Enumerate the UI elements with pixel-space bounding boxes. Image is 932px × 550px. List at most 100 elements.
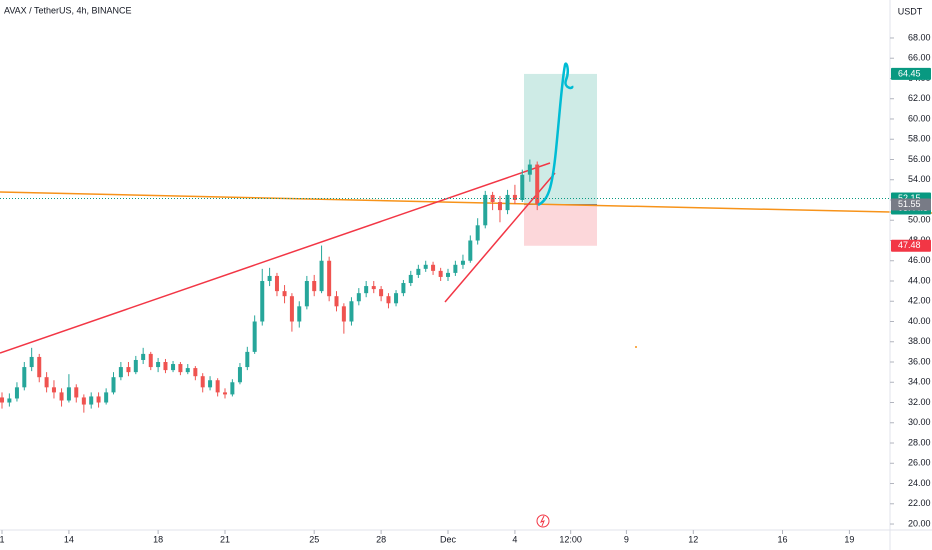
candle-body [379, 289, 384, 297]
hand-drawn-arrow[interactable] [537, 62, 574, 207]
entry-price-label: 51.55 [898, 199, 921, 209]
candle-body [282, 291, 287, 297]
candle-body [74, 387, 79, 398]
candle-body [512, 194, 517, 200]
event-icon-bolt [540, 515, 545, 527]
candle-body [274, 275, 279, 292]
candle-body [289, 296, 294, 322]
candle-body [431, 264, 436, 271]
candle-body [483, 194, 488, 226]
candle-body [341, 306, 346, 322]
candle-body [163, 362, 168, 371]
candle-body [401, 283, 406, 294]
candle-body [297, 306, 302, 322]
candle-body [29, 356, 34, 368]
x-tick-label: 14 [64, 534, 74, 544]
y-tick-label: 46.00 [908, 255, 931, 265]
candle-body [364, 286, 369, 294]
y-tick-label: 42.00 [908, 296, 931, 306]
y-tick-label: 68.00 [908, 32, 931, 42]
x-tick-label: Dec [440, 534, 457, 544]
candle-body [386, 296, 391, 304]
axes: 20.00 22.00 24.00 26.00 28.00 30.00 32.00 34.00… [0, 32, 932, 544]
candle-body [7, 398, 12, 403]
candle-body [126, 367, 131, 373]
candle-body [438, 270, 443, 277]
candle-body [208, 380, 213, 388]
candle-body [527, 164, 532, 175]
candle-body [200, 376, 205, 388]
y-tick-label: 30.00 [908, 417, 931, 427]
y-tick-label: 54.00 [908, 174, 931, 184]
candle-body [111, 377, 116, 393]
upper-wedge-line[interactable] [0, 162, 551, 354]
entry-price-label-bg [891, 198, 931, 211]
x-tick-label: 12:00 [559, 534, 582, 544]
candle-body [245, 351, 250, 368]
y-tick-label: 24.00 [908, 478, 931, 488]
x-tick-label: 1 [0, 534, 5, 544]
candle-body [44, 377, 49, 388]
candle-body [215, 380, 220, 393]
candle-body [237, 367, 242, 383]
candle-body [468, 240, 473, 261]
y-tick-label: 20.00 [908, 518, 931, 528]
y-tick-label: 34.00 [908, 377, 931, 387]
candle-body [327, 260, 332, 297]
candle-body [193, 368, 198, 377]
candle-body [51, 387, 56, 393]
y-tick-label: 58.00 [908, 134, 931, 144]
chart-title: AVAX / TetherUS, 4h, BINANCE [4, 5, 132, 15]
last-price-label: 52.15 [898, 193, 921, 203]
x-tick-label: 9 [624, 534, 629, 544]
candle-body [171, 364, 176, 371]
y-tick-label: 22.00 [908, 498, 931, 508]
candle-body [252, 321, 257, 352]
candle-body [223, 392, 228, 395]
candle-body [267, 275, 272, 281]
y-tick-label: 32.00 [908, 397, 931, 407]
candle-body [349, 301, 354, 322]
candle-body [96, 396, 101, 403]
y-tick-label: 66.00 [908, 53, 931, 63]
candle-body [81, 397, 86, 405]
candle-body [178, 364, 183, 373]
y-tick-label: 44.00 [908, 275, 931, 285]
stop-price-label-bg [891, 239, 931, 252]
candle-body [334, 296, 339, 307]
x-tick-label: 18 [153, 534, 163, 544]
candle-body [535, 164, 540, 205]
candle-body [118, 367, 123, 378]
candle-body [520, 174, 525, 200]
horizontal-trend-line[interactable] [0, 191, 932, 214]
candle-body [371, 286, 376, 290]
candle-body [505, 194, 510, 211]
x-tick-label: 19 [844, 534, 854, 544]
candle-body [22, 367, 27, 388]
marker-dot [635, 346, 637, 348]
candle-body [497, 202, 502, 211]
x-tick-label: 28 [376, 534, 386, 544]
y-tick-label: 62.00 [908, 93, 931, 103]
candle-body [185, 368, 190, 373]
y-tick-label: 36.00 [908, 356, 931, 366]
y-tick-label: 60.00 [908, 113, 931, 123]
candle-body [408, 274, 413, 284]
candle-body [133, 359, 138, 373]
candle-body [319, 260, 324, 292]
candle-body [475, 225, 480, 241]
candle-body [423, 264, 428, 269]
candle-body [14, 387, 19, 399]
candle-body [453, 264, 458, 273]
x-tick-label: 25 [309, 534, 319, 544]
candle-body [230, 382, 235, 395]
candle-body [89, 396, 94, 405]
candle-body [446, 272, 451, 277]
candle-body [304, 280, 309, 307]
y-tick-label: 50.00 [908, 215, 931, 225]
candle-body [66, 387, 71, 401]
candle-body [416, 268, 421, 275]
event-icon[interactable] [536, 514, 550, 528]
x-tick-label: 16 [778, 534, 788, 544]
